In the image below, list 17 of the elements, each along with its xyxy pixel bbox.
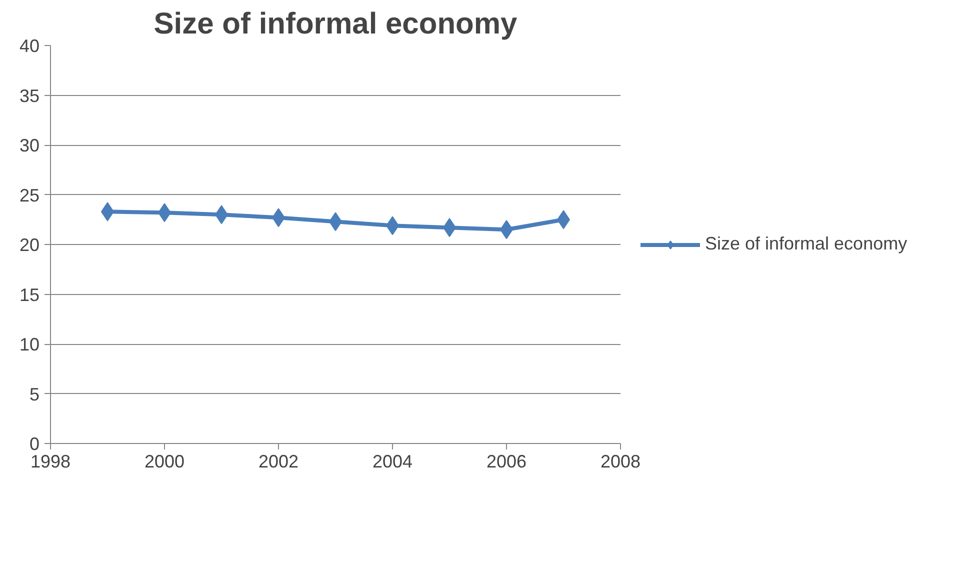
x-tick-label: 1998 [30,452,71,472]
x-tick-label: 2004 [372,452,413,472]
y-tick-label: 30 [19,136,40,156]
x-tick-label: 2008 [600,452,641,472]
chart-title: Size of informal economy [154,8,518,40]
legend-label: Size of informal economy [705,234,908,254]
x-tick-label: 2006 [486,452,527,472]
y-tick-label: 15 [19,284,40,305]
y-tick-label: 40 [19,36,40,56]
y-tick-label: 0 [29,434,40,454]
x-tick-label: 2000 [144,452,185,472]
y-tick-label: 10 [19,334,40,354]
y-tick-label: 20 [19,235,40,255]
y-tick-label: 25 [19,185,40,206]
y-tick-label: 5 [29,384,40,404]
x-tick-label: 2002 [258,452,299,472]
y-tick-label: 35 [19,86,40,106]
